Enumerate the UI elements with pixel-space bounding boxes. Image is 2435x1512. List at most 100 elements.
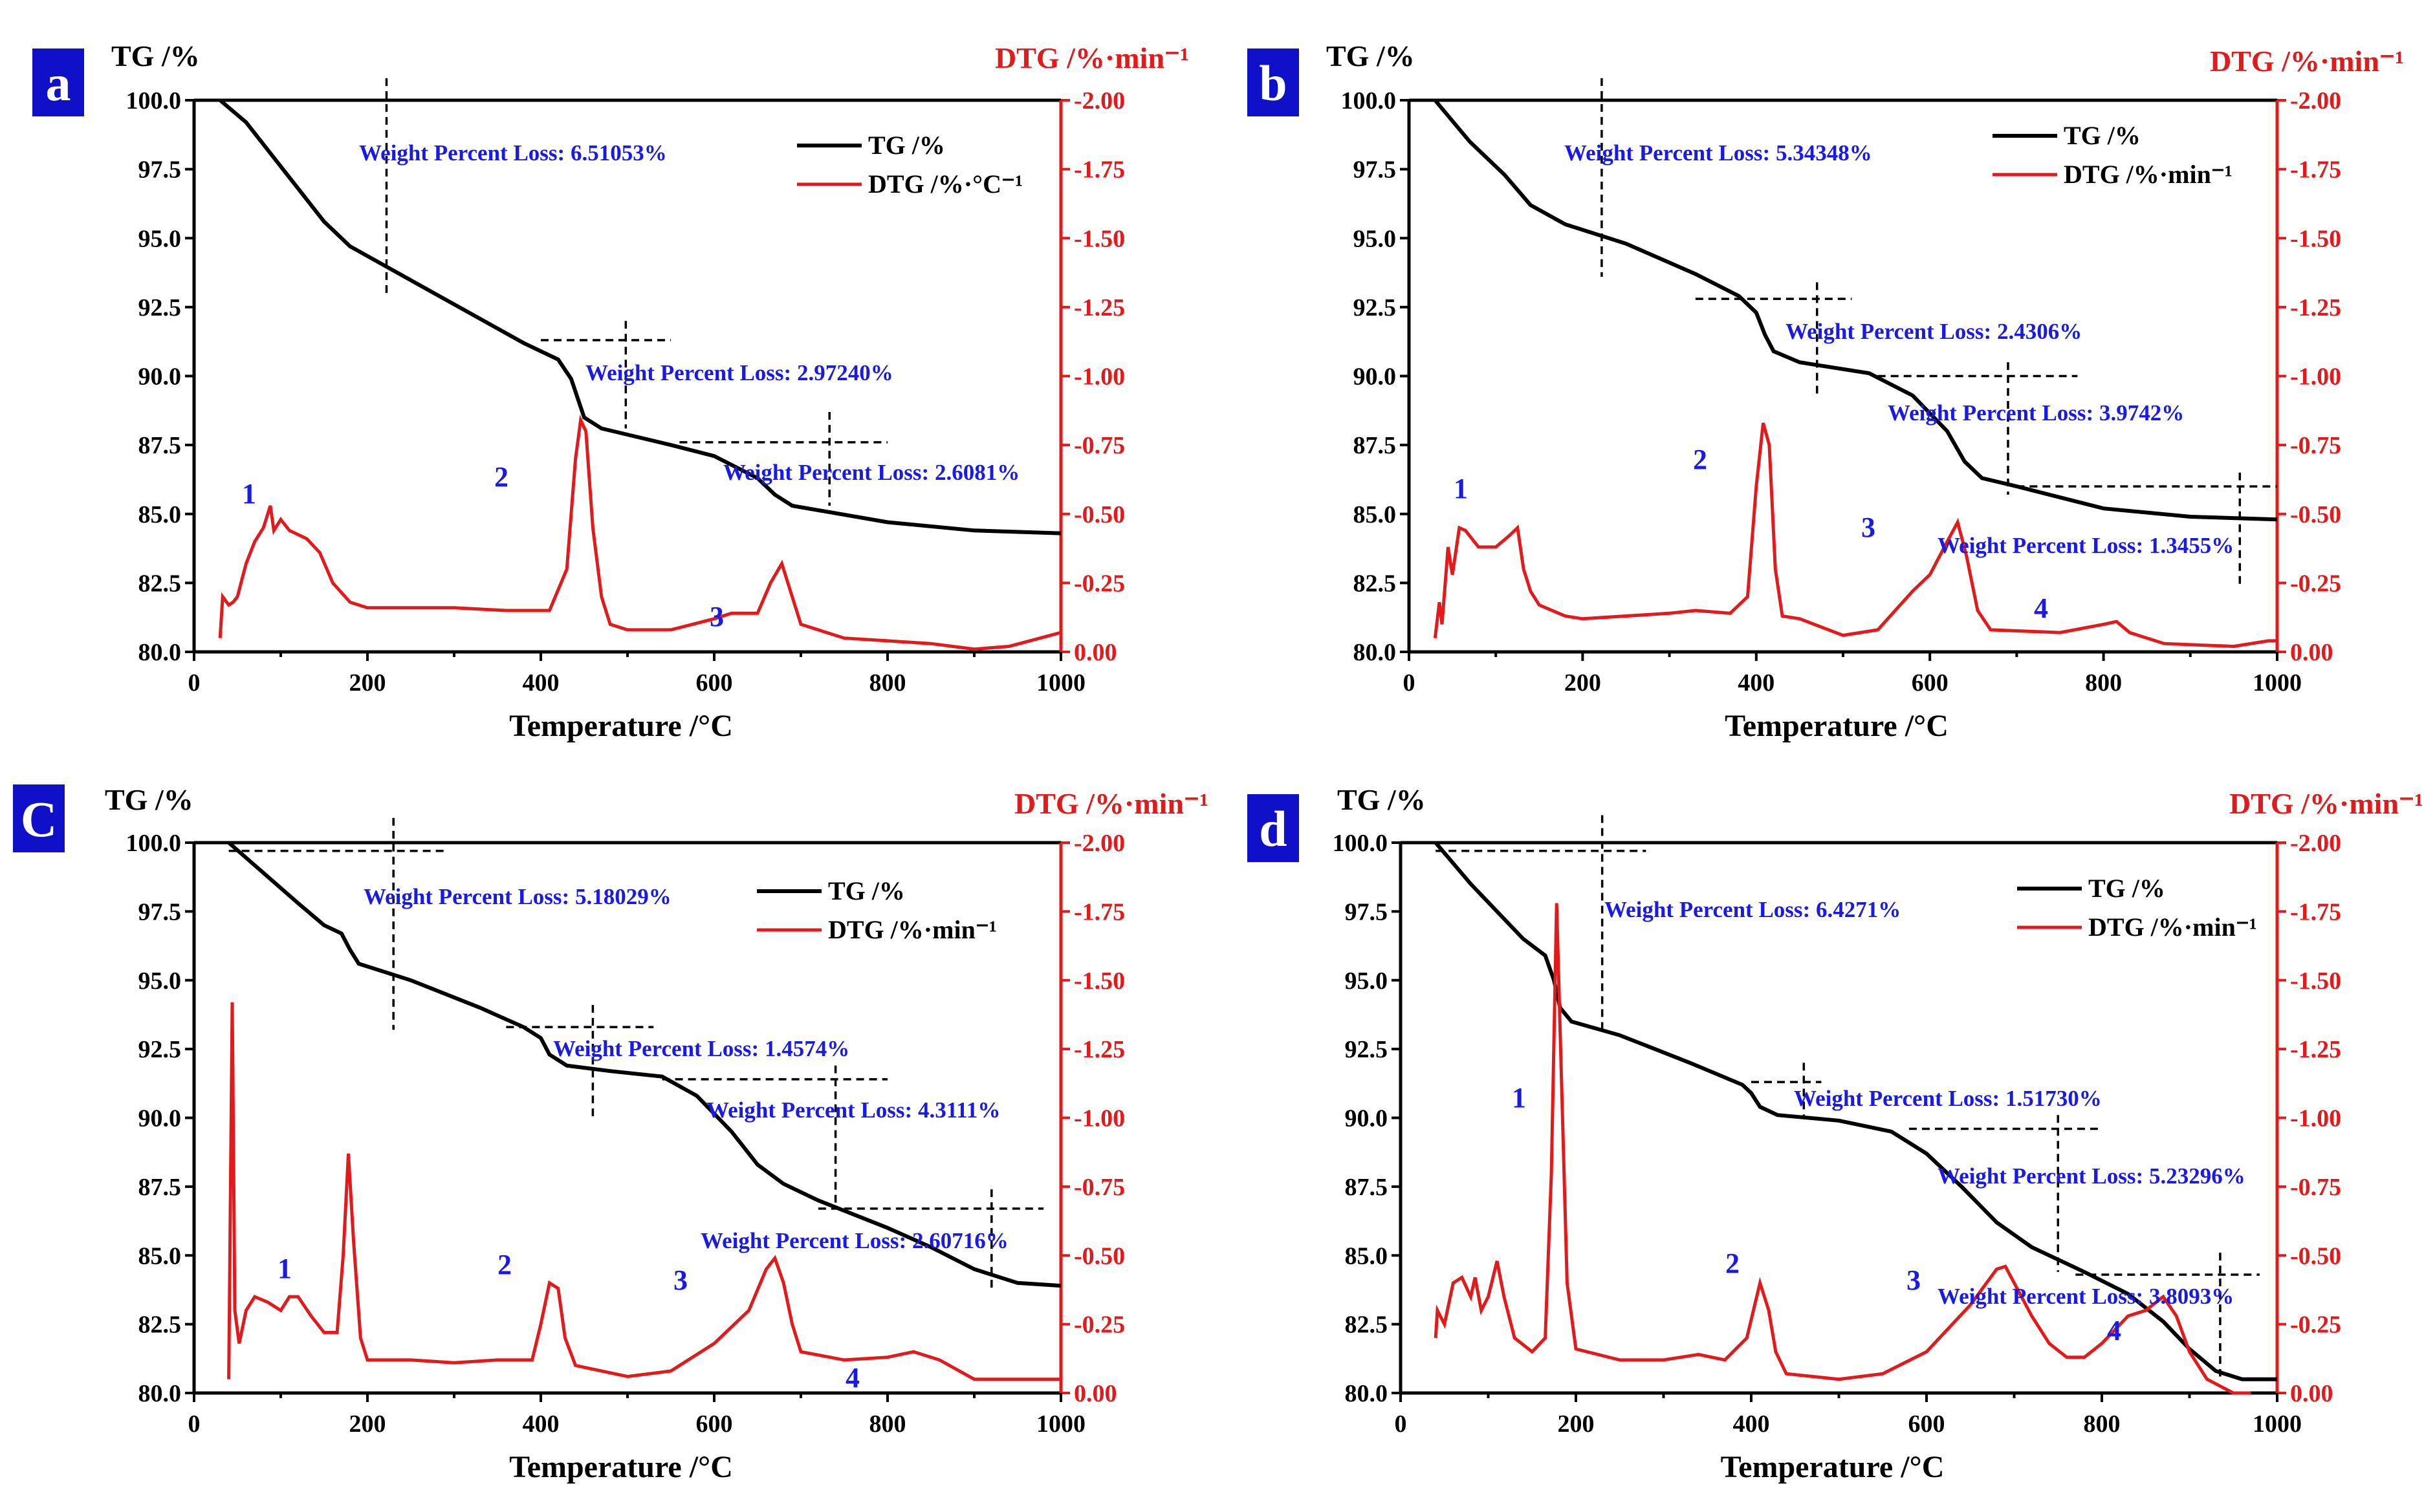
right-tick-label: -0.75 [1074, 432, 1125, 459]
left-tick-label: 95.0 [138, 967, 182, 995]
panel-label-box [13, 784, 65, 852]
left-tick-label: 95.0 [138, 225, 182, 252]
x-tick-label: 800 [2084, 1410, 2121, 1438]
right-tick-label: -2.00 [1074, 87, 1125, 114]
x-axis-label: Temperature /°C [509, 709, 733, 743]
right-tick-label: -0.50 [1074, 501, 1125, 528]
left-tick-label: 92.5 [1345, 1036, 1388, 1063]
right-tick-label: 0.00 [1074, 1380, 1117, 1407]
right-tick-label: 0.00 [2290, 639, 2333, 666]
left-axis-label: TG /% [1326, 39, 1415, 72]
right-tick-label: -1.75 [2290, 157, 2341, 184]
left-tick-label: 92.5 [1353, 294, 1397, 321]
legend-label-tg: TG /% [828, 876, 905, 905]
left-tick-label: 82.5 [1353, 570, 1397, 597]
x-tick-label: 0 [1395, 1410, 1407, 1438]
panel-label: C [21, 791, 57, 847]
peak-label: 1 [1512, 1082, 1526, 1114]
weight-loss-annotation: Weight Percent Loss: 1.51730% [1794, 1086, 2102, 1111]
right-axis-label: DTG /%·min⁻¹ [2210, 45, 2404, 78]
left-axis-label: TG /% [105, 783, 193, 816]
panel-label: b [1259, 55, 1287, 111]
right-tick-label: -1.25 [1074, 294, 1125, 321]
peak-label: 2 [494, 461, 508, 493]
right-axis-label: DTG /%·min⁻¹ [1014, 787, 1208, 820]
legend-label-tg: TG /% [2088, 874, 2165, 903]
tg-curve [1434, 99, 2278, 522]
weight-loss-annotation: Weight Percent Loss: 4.3111% [706, 1097, 1000, 1123]
left-tick-label: 92.5 [138, 1036, 182, 1063]
left-tick-label: 100.0 [1341, 87, 1397, 114]
x-tick-label: 200 [1564, 669, 1601, 697]
weight-loss-annotation: Weight Percent Loss: 3.8093% [1938, 1284, 2234, 1309]
x-tick-label: 1000 [1036, 1410, 1086, 1438]
left-tick-label: 97.5 [1345, 898, 1388, 925]
peak-label: 3 [1861, 512, 1875, 543]
right-tick-label: -1.00 [1074, 1105, 1125, 1132]
peak-label: 1 [242, 478, 256, 510]
tg-curve [219, 98, 1062, 535]
right-axis-label: DTG /%·min⁻¹ [995, 41, 1189, 74]
legend-label-dtg: DTG /%·min⁻¹ [828, 915, 997, 944]
right-tick-label: -0.25 [2290, 1312, 2341, 1339]
weight-loss-annotation: Weight Percent Loss: 5.23296% [1938, 1163, 2245, 1189]
left-tick-label: 100.0 [1333, 830, 1388, 857]
x-tick-label: 400 [1738, 669, 1774, 697]
left-tick-label: 87.5 [1353, 432, 1397, 459]
x-tick-label: 800 [869, 1410, 906, 1438]
right-tick-label: -1.50 [2290, 225, 2341, 252]
left-tick-label: 92.5 [138, 294, 182, 321]
right-tick-label: -0.50 [2290, 1242, 2341, 1269]
right-tick-label: -1.75 [1074, 898, 1125, 925]
panel-label-box [32, 49, 84, 116]
x-tick-label: 0 [1403, 669, 1415, 697]
peak-label: 4 [2034, 592, 2048, 624]
right-tick-label: -1.50 [2290, 967, 2341, 995]
peak-label: 2 [1693, 444, 1707, 475]
peak-label: 4 [846, 1362, 860, 1394]
panel-label-box [1247, 49, 1299, 116]
left-tick-label: 85.0 [138, 501, 182, 528]
x-tick-label: 800 [869, 669, 906, 697]
left-tick-label: 100.0 [126, 830, 182, 857]
dtg-curve [218, 414, 1062, 651]
panel-label: a [46, 55, 71, 111]
left-tick-label: 82.5 [138, 1312, 182, 1339]
weight-loss-annotation: Weight Percent Loss: 6.4271% [1604, 897, 1901, 922]
weight-loss-annotation: Weight Percent Loss: 6.51053% [359, 140, 667, 166]
legend-label-dtg: DTG /%·min⁻¹ [2064, 160, 2233, 189]
left-tick-label: 90.0 [1345, 1105, 1388, 1132]
right-tick-label: -1.00 [2290, 363, 2341, 391]
left-tick-label: 80.0 [138, 639, 182, 666]
legend-label-tg: TG /% [2064, 121, 2141, 150]
x-tick-label: 600 [696, 669, 733, 697]
weight-loss-annotation: Weight Percent Loss: 2.6081% [723, 460, 1020, 485]
left-tick-label: 100.0 [126, 87, 182, 114]
x-tick-label: 0 [188, 669, 201, 697]
weight-loss-annotation: Weight Percent Loss: 1.4574% [553, 1036, 849, 1061]
chart-panel-b: b 80.0 82.5 85.0 87.5 90.0 92.5 95.0 97.5 100.0 0.… [1247, 39, 2404, 743]
left-axis-label: TG /% [111, 39, 200, 72]
left-tick-label: 85.0 [138, 1242, 182, 1269]
right-tick-label: -2.00 [2290, 830, 2341, 857]
right-tick-label: -1.75 [2290, 898, 2341, 925]
right-tick-label: -0.50 [2290, 501, 2341, 528]
left-tick-label: 80.0 [1353, 639, 1397, 666]
left-tick-label: 80.0 [138, 1380, 182, 1407]
peak-label: 1 [278, 1253, 292, 1284]
left-tick-label: 82.5 [138, 570, 182, 597]
right-tick-label: -0.75 [1074, 1174, 1125, 1201]
dtg-curve [227, 1002, 1061, 1381]
chart-panel-d: d 80.0 82.5 85.0 87.5 90.0 92.5 95.0 97.5 100.0 0.… [1247, 783, 2423, 1484]
right-tick-label: -1.25 [1074, 1036, 1125, 1063]
right-tick-label: -1.75 [1074, 157, 1125, 184]
peak-label: 3 [710, 601, 724, 632]
legend-label-tg: TG /% [868, 131, 945, 160]
x-tick-label: 200 [349, 669, 386, 697]
peak-label: 4 [2107, 1315, 2121, 1346]
panel-label-box [1247, 794, 1299, 862]
left-axis-label: TG /% [1337, 783, 1426, 816]
peak-label: 3 [1906, 1264, 1921, 1296]
left-tick-label: 95.0 [1353, 225, 1397, 252]
x-tick-label: 600 [1908, 1410, 1945, 1438]
